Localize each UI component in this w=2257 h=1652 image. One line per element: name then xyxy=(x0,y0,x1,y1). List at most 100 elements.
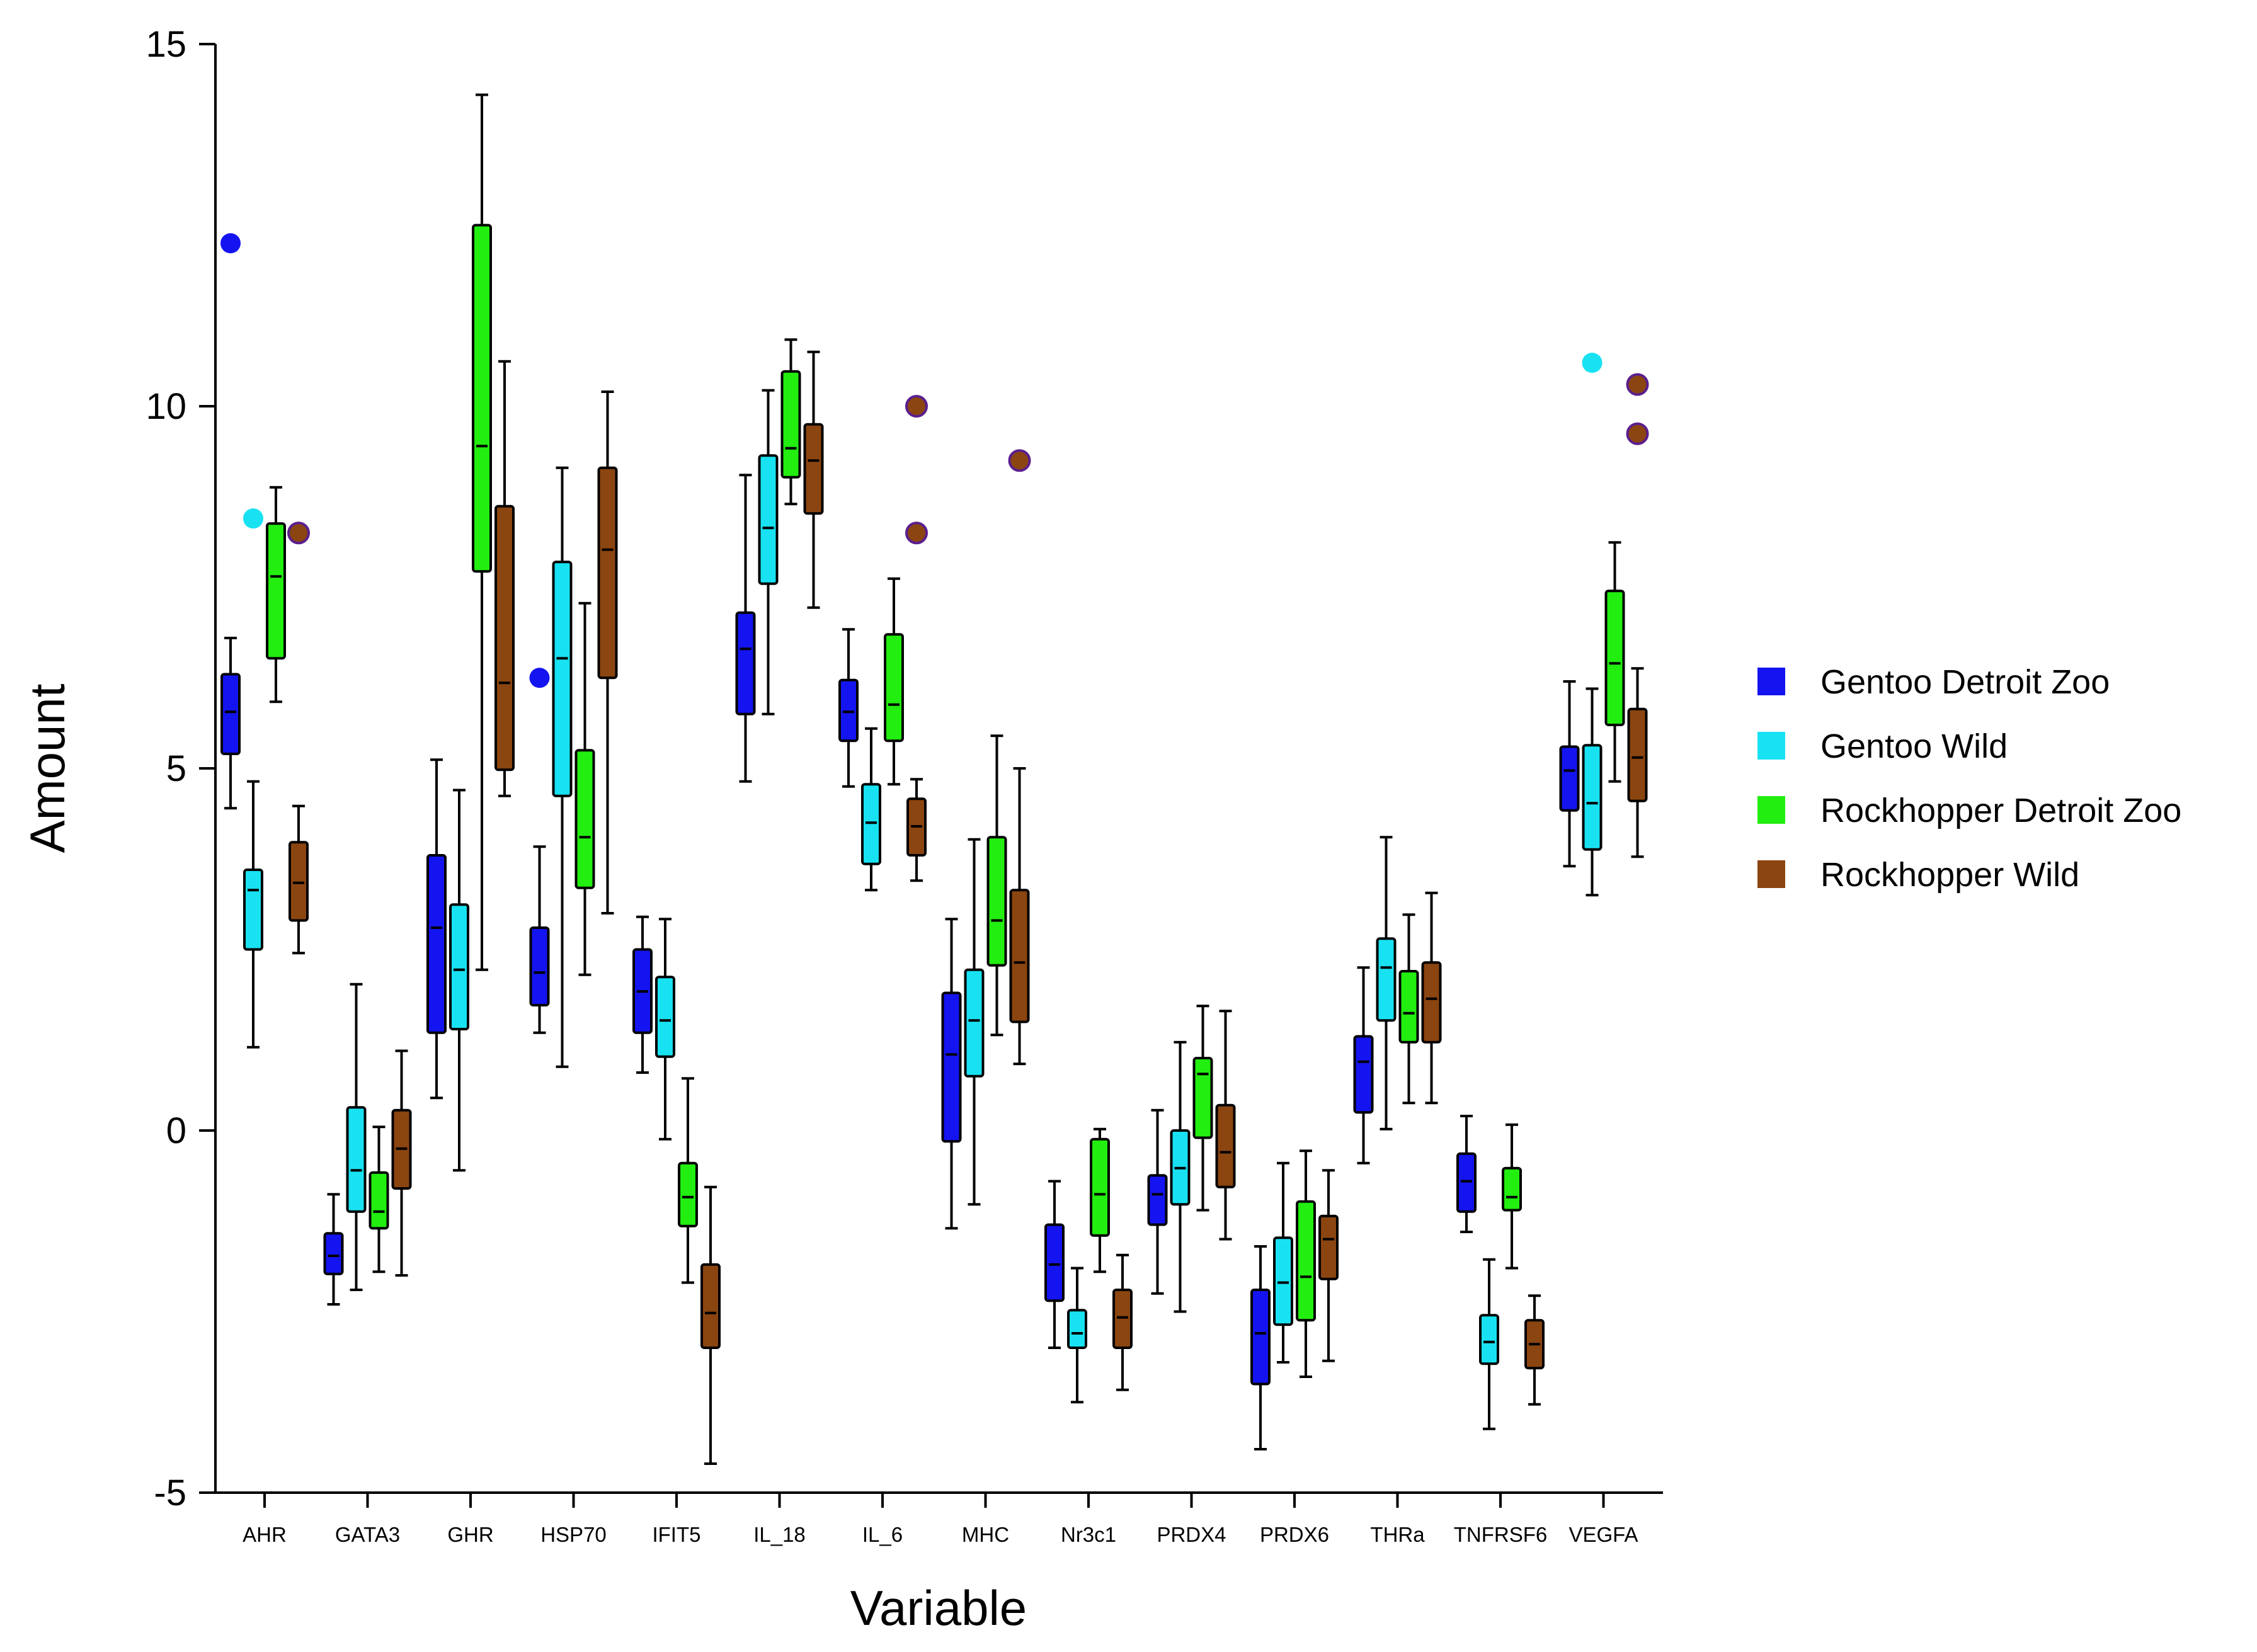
x-tick-label: VEGFA xyxy=(1568,1523,1638,1546)
box-MHC-3 xyxy=(1008,449,1031,1066)
box-body xyxy=(289,841,309,922)
box-body xyxy=(1456,1152,1477,1213)
box-body xyxy=(803,423,824,515)
box-Nr3c1-3 xyxy=(1112,1253,1133,1391)
box-IL_6-2 xyxy=(884,577,904,786)
legend-label: Gentoo Detroit Zoo xyxy=(1820,663,2110,701)
box-body xyxy=(678,1161,698,1228)
box-PRDX4-0 xyxy=(1147,1108,1168,1295)
box-body xyxy=(964,968,985,1078)
box-IL_18-1 xyxy=(758,389,779,715)
box-PRDX6-0 xyxy=(1250,1245,1271,1450)
box-IFIT5-1 xyxy=(655,918,675,1141)
x-tick-label: IL_6 xyxy=(862,1523,903,1546)
box-IFIT5-2 xyxy=(678,1077,698,1284)
box-THRa-1 xyxy=(1376,836,1397,1131)
box-body xyxy=(369,1171,389,1230)
outlier-point xyxy=(220,233,241,254)
box-body xyxy=(780,370,801,479)
box-body xyxy=(266,522,286,660)
box-body xyxy=(1376,937,1397,1022)
box-body xyxy=(1009,889,1030,1023)
x-tick-label: GATA3 xyxy=(335,1523,400,1546)
box-THRa-2 xyxy=(1398,913,1419,1105)
box-body xyxy=(1502,1166,1522,1212)
box-body xyxy=(426,854,447,1034)
legend-swatch xyxy=(1757,860,1785,888)
box-AHR-1 xyxy=(243,508,263,1049)
box-GHR-0 xyxy=(426,758,447,1100)
legend-swatch xyxy=(1757,732,1785,760)
box-PRDX6-3 xyxy=(1318,1169,1339,1362)
box-body xyxy=(1296,1200,1316,1322)
box-body xyxy=(1250,1289,1271,1386)
legend: Gentoo Detroit Zoo Gentoo Wild Rockhopper … xyxy=(1757,663,2181,894)
box-IFIT5-3 xyxy=(700,1185,721,1465)
box-AHR-2 xyxy=(266,486,286,704)
box-IL_18-3 xyxy=(803,350,824,609)
box-body xyxy=(529,926,550,1007)
outlier-point xyxy=(905,395,928,418)
box-body xyxy=(1479,1314,1499,1365)
box-body xyxy=(1582,744,1603,851)
box-body xyxy=(552,561,573,797)
box-IL_6-0 xyxy=(838,628,859,788)
box-TNFRSF6-2 xyxy=(1502,1123,1522,1270)
box-IL_18-0 xyxy=(735,474,756,783)
box-PRDX4-3 xyxy=(1215,1010,1236,1241)
box-PRDX4-2 xyxy=(1192,1005,1213,1212)
legend-swatch xyxy=(1757,796,1785,824)
box-body xyxy=(597,466,618,680)
x-tick-label: THRa xyxy=(1370,1523,1425,1546)
box-PRDX4-1 xyxy=(1170,1040,1191,1313)
legend-label: Rockhopper Wild xyxy=(1820,856,2079,894)
x-tick-label: Nr3c1 xyxy=(1061,1523,1116,1546)
box-body xyxy=(1604,590,1625,726)
box-GATA3-1 xyxy=(346,983,367,1291)
legend-label: Rockhopper Detroit Zoo xyxy=(1820,792,2181,829)
outlier-point xyxy=(905,521,928,545)
box-PRDX6-1 xyxy=(1273,1161,1293,1364)
box-body xyxy=(1398,970,1419,1044)
box-body xyxy=(941,991,962,1143)
box-body xyxy=(1112,1289,1133,1349)
outlier-point xyxy=(1008,449,1031,472)
box-THRa-3 xyxy=(1421,891,1442,1105)
box-body xyxy=(861,783,881,865)
x-tick-label: MHC xyxy=(962,1523,1009,1546)
box-body xyxy=(655,976,675,1058)
box-body xyxy=(884,633,904,743)
box-PRDX6-2 xyxy=(1296,1149,1316,1378)
box-GHR-2 xyxy=(472,93,492,971)
x-tick-label: GHR xyxy=(447,1523,493,1546)
box-GATA3-0 xyxy=(323,1193,344,1306)
box-IL_18-2 xyxy=(780,338,801,506)
box-VEGFA-3 xyxy=(1626,373,1649,858)
box-body xyxy=(1044,1223,1065,1302)
x-tick-label: IFIT5 xyxy=(652,1523,700,1546)
x-tick-label: HSP70 xyxy=(540,1523,607,1546)
box-IL_6-3 xyxy=(905,395,928,882)
x-tick-label: PRDX4 xyxy=(1157,1523,1226,1546)
box-body xyxy=(735,611,756,715)
box-GHR-3 xyxy=(494,360,515,797)
box-body xyxy=(220,673,241,755)
box-AHR-0 xyxy=(220,233,241,810)
box-body xyxy=(986,836,1007,967)
box-GHR-1 xyxy=(449,789,469,1172)
y-tick-label: 0 xyxy=(166,1110,186,1151)
box-MHC-2 xyxy=(986,734,1007,1037)
box-VEGFA-0 xyxy=(1559,680,1580,868)
box-MHC-1 xyxy=(964,838,985,1206)
box-HSP70-0 xyxy=(529,668,550,1034)
box-body xyxy=(1215,1103,1236,1188)
legend-label: Gentoo Wild xyxy=(1820,727,2008,765)
y-tick-label: 15 xyxy=(146,24,186,65)
x-tick-label: IL_18 xyxy=(753,1523,806,1546)
box-body xyxy=(1559,745,1580,812)
box-Nr3c1-2 xyxy=(1090,1127,1110,1273)
legend-swatch xyxy=(1757,668,1785,695)
box-body xyxy=(574,749,595,889)
box-body xyxy=(1192,1057,1213,1139)
